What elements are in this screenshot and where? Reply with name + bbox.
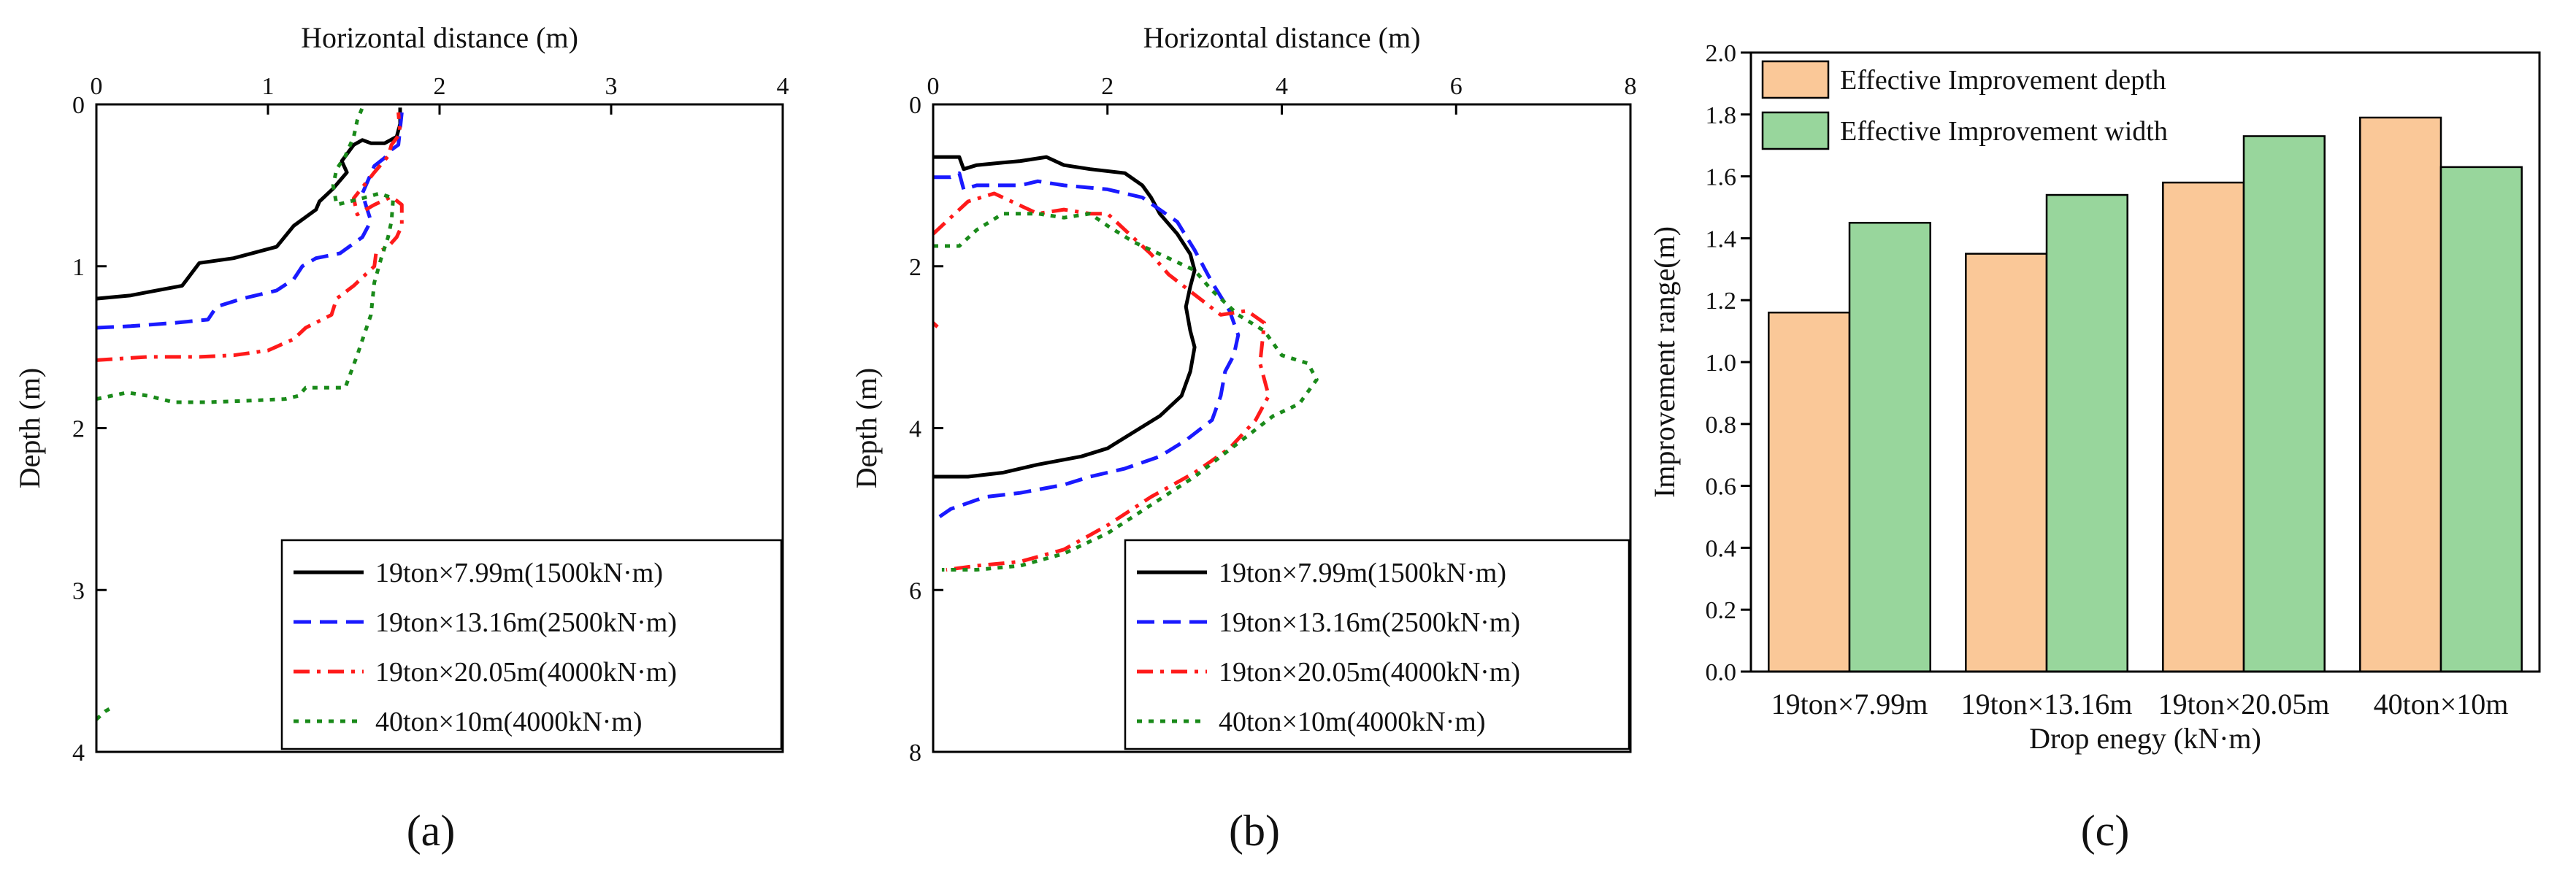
series-line-2	[96, 112, 404, 362]
series-line-2	[932, 191, 1271, 572]
y-tick-label: 6	[909, 577, 921, 604]
line-chart-panel-0: 0 1 2 3 4 0 1 2 3 4 Horizontal distance (m) Depth (…	[13, 21, 789, 855]
y-tick-label: 2	[72, 416, 85, 443]
legend-swatch	[1761, 60, 1830, 99]
y-tick-label: 1.0	[1706, 350, 1737, 377]
series-line-1	[96, 112, 404, 330]
x-tick-label: 0	[927, 73, 940, 100]
x-tick-label: 0	[91, 73, 103, 100]
x-tick-label: 2	[1101, 73, 1113, 100]
x-category-label: 40ton×10m	[2374, 688, 2509, 720]
panel-label: (a)	[407, 807, 456, 855]
x-tick-label: 8	[1625, 73, 1637, 100]
y-tick-label: 0.4	[1706, 535, 1737, 562]
series-group	[95, 107, 404, 721]
y-tick-label: 0.0	[1706, 659, 1737, 686]
legend-label: Effective Improvement width	[1840, 116, 2168, 147]
panel-label: (c)	[2081, 807, 2130, 855]
y-axis-title: Depth (m)	[13, 368, 46, 489]
y-tick-label: 4	[909, 416, 921, 443]
bar-depth	[2359, 116, 2442, 673]
legend-label: 19ton×13.16m(2500kN·m)	[1219, 607, 1520, 638]
bar-chart-panel: 19ton×7.99m 19ton×13.16m 19ton×20.05m 40ton…	[1648, 40, 2541, 855]
bar-width	[2045, 193, 2128, 673]
legend-label: Effective Improvement depth	[1840, 65, 2166, 96]
y-tick-label: 0.8	[1706, 412, 1737, 439]
y-tick-label: 1.8	[1706, 102, 1737, 129]
series-line-3	[933, 212, 1319, 572]
bar-width	[1848, 221, 1931, 673]
y-tick-label: 4	[72, 739, 85, 766]
legend-label: 19ton×7.99m(1500kN·m)	[375, 558, 663, 588]
series-line-3	[96, 107, 395, 404]
legend-box	[280, 539, 783, 750]
x-tick-label: 4	[777, 73, 789, 100]
bar-depth	[1965, 253, 2048, 673]
x-tick-label: 4	[1276, 73, 1288, 100]
legend: Effective Improvement depth Effective Imp…	[1761, 60, 2168, 150]
legend: 19ton×7.99m(1500kN·m) 19ton×13.16m(2500kN…	[280, 539, 783, 750]
x-category-label: 19ton×13.16m	[1961, 688, 2133, 720]
bars-group	[1768, 116, 2523, 673]
y-tick-label: 0	[909, 92, 921, 119]
legend-label: 40ton×10m(4000kN·m)	[1219, 707, 1486, 737]
bar-width	[2242, 135, 2326, 673]
y-tick-label: 1.4	[1706, 226, 1737, 253]
y-tick-label: 8	[909, 739, 921, 766]
y-tick-label: 2.0	[1706, 40, 1737, 67]
x-tick-label: 3	[605, 73, 618, 100]
x-axis-title: Horizontal distance (m)	[301, 21, 578, 54]
legend-swatch	[1761, 111, 1830, 150]
legend-box	[1124, 539, 1630, 750]
x-category-label: 19ton×20.05m	[2158, 688, 2330, 720]
y-tick-label: 3	[72, 577, 85, 604]
bar-depth	[1768, 311, 1851, 673]
bar-width	[2439, 166, 2523, 673]
x-axis-title: Horizontal distance (m)	[1143, 21, 1421, 54]
series-line-0	[933, 155, 1197, 479]
x-tick-label: 2	[434, 73, 446, 100]
x-tick-label: 1	[262, 73, 275, 100]
x-tick-label: 6	[1450, 73, 1463, 100]
legend: 19ton×7.99m(1500kN·m) 19ton×13.16m(2500kN…	[1124, 539, 1630, 750]
y-tick-label: 1.2	[1706, 288, 1737, 315]
y-axis-title: Improvement range(m)	[1648, 226, 1681, 498]
legend-label: 19ton×13.16m(2500kN·m)	[375, 607, 677, 638]
y-tick-label: 0.2	[1706, 597, 1737, 624]
y-tick-label: 1.6	[1706, 164, 1737, 191]
series-line-1	[932, 171, 1241, 523]
y-axis-title: Depth (m)	[850, 368, 883, 489]
bar-depth	[2162, 181, 2245, 673]
series-line-0	[96, 107, 402, 301]
x-axis-title: Drop enegy (kN·m)	[2029, 722, 2261, 755]
y-tick-label: 2	[909, 254, 921, 281]
series-line-4	[95, 704, 115, 721]
y-tick-label: 0	[72, 92, 85, 119]
legend-label: 40ton×10m(4000kN·m)	[375, 707, 643, 737]
y-tick-label: 1	[72, 254, 85, 281]
series-group	[932, 155, 1319, 572]
panel-label: (b)	[1229, 807, 1280, 855]
y-tick-label: 0.6	[1706, 474, 1737, 501]
legend-label: 19ton×20.05m(4000kN·m)	[375, 657, 677, 688]
x-category-label: 19ton×7.99m	[1771, 688, 1928, 720]
legend-label: 19ton×7.99m(1500kN·m)	[1219, 558, 1506, 588]
line-chart-panel-1: 0 2 4 6 8 0 2 4 6 8 Horizontal distance (m) Depth (…	[850, 21, 1637, 855]
legend-label: 19ton×20.05m(4000kN·m)	[1219, 657, 1520, 688]
